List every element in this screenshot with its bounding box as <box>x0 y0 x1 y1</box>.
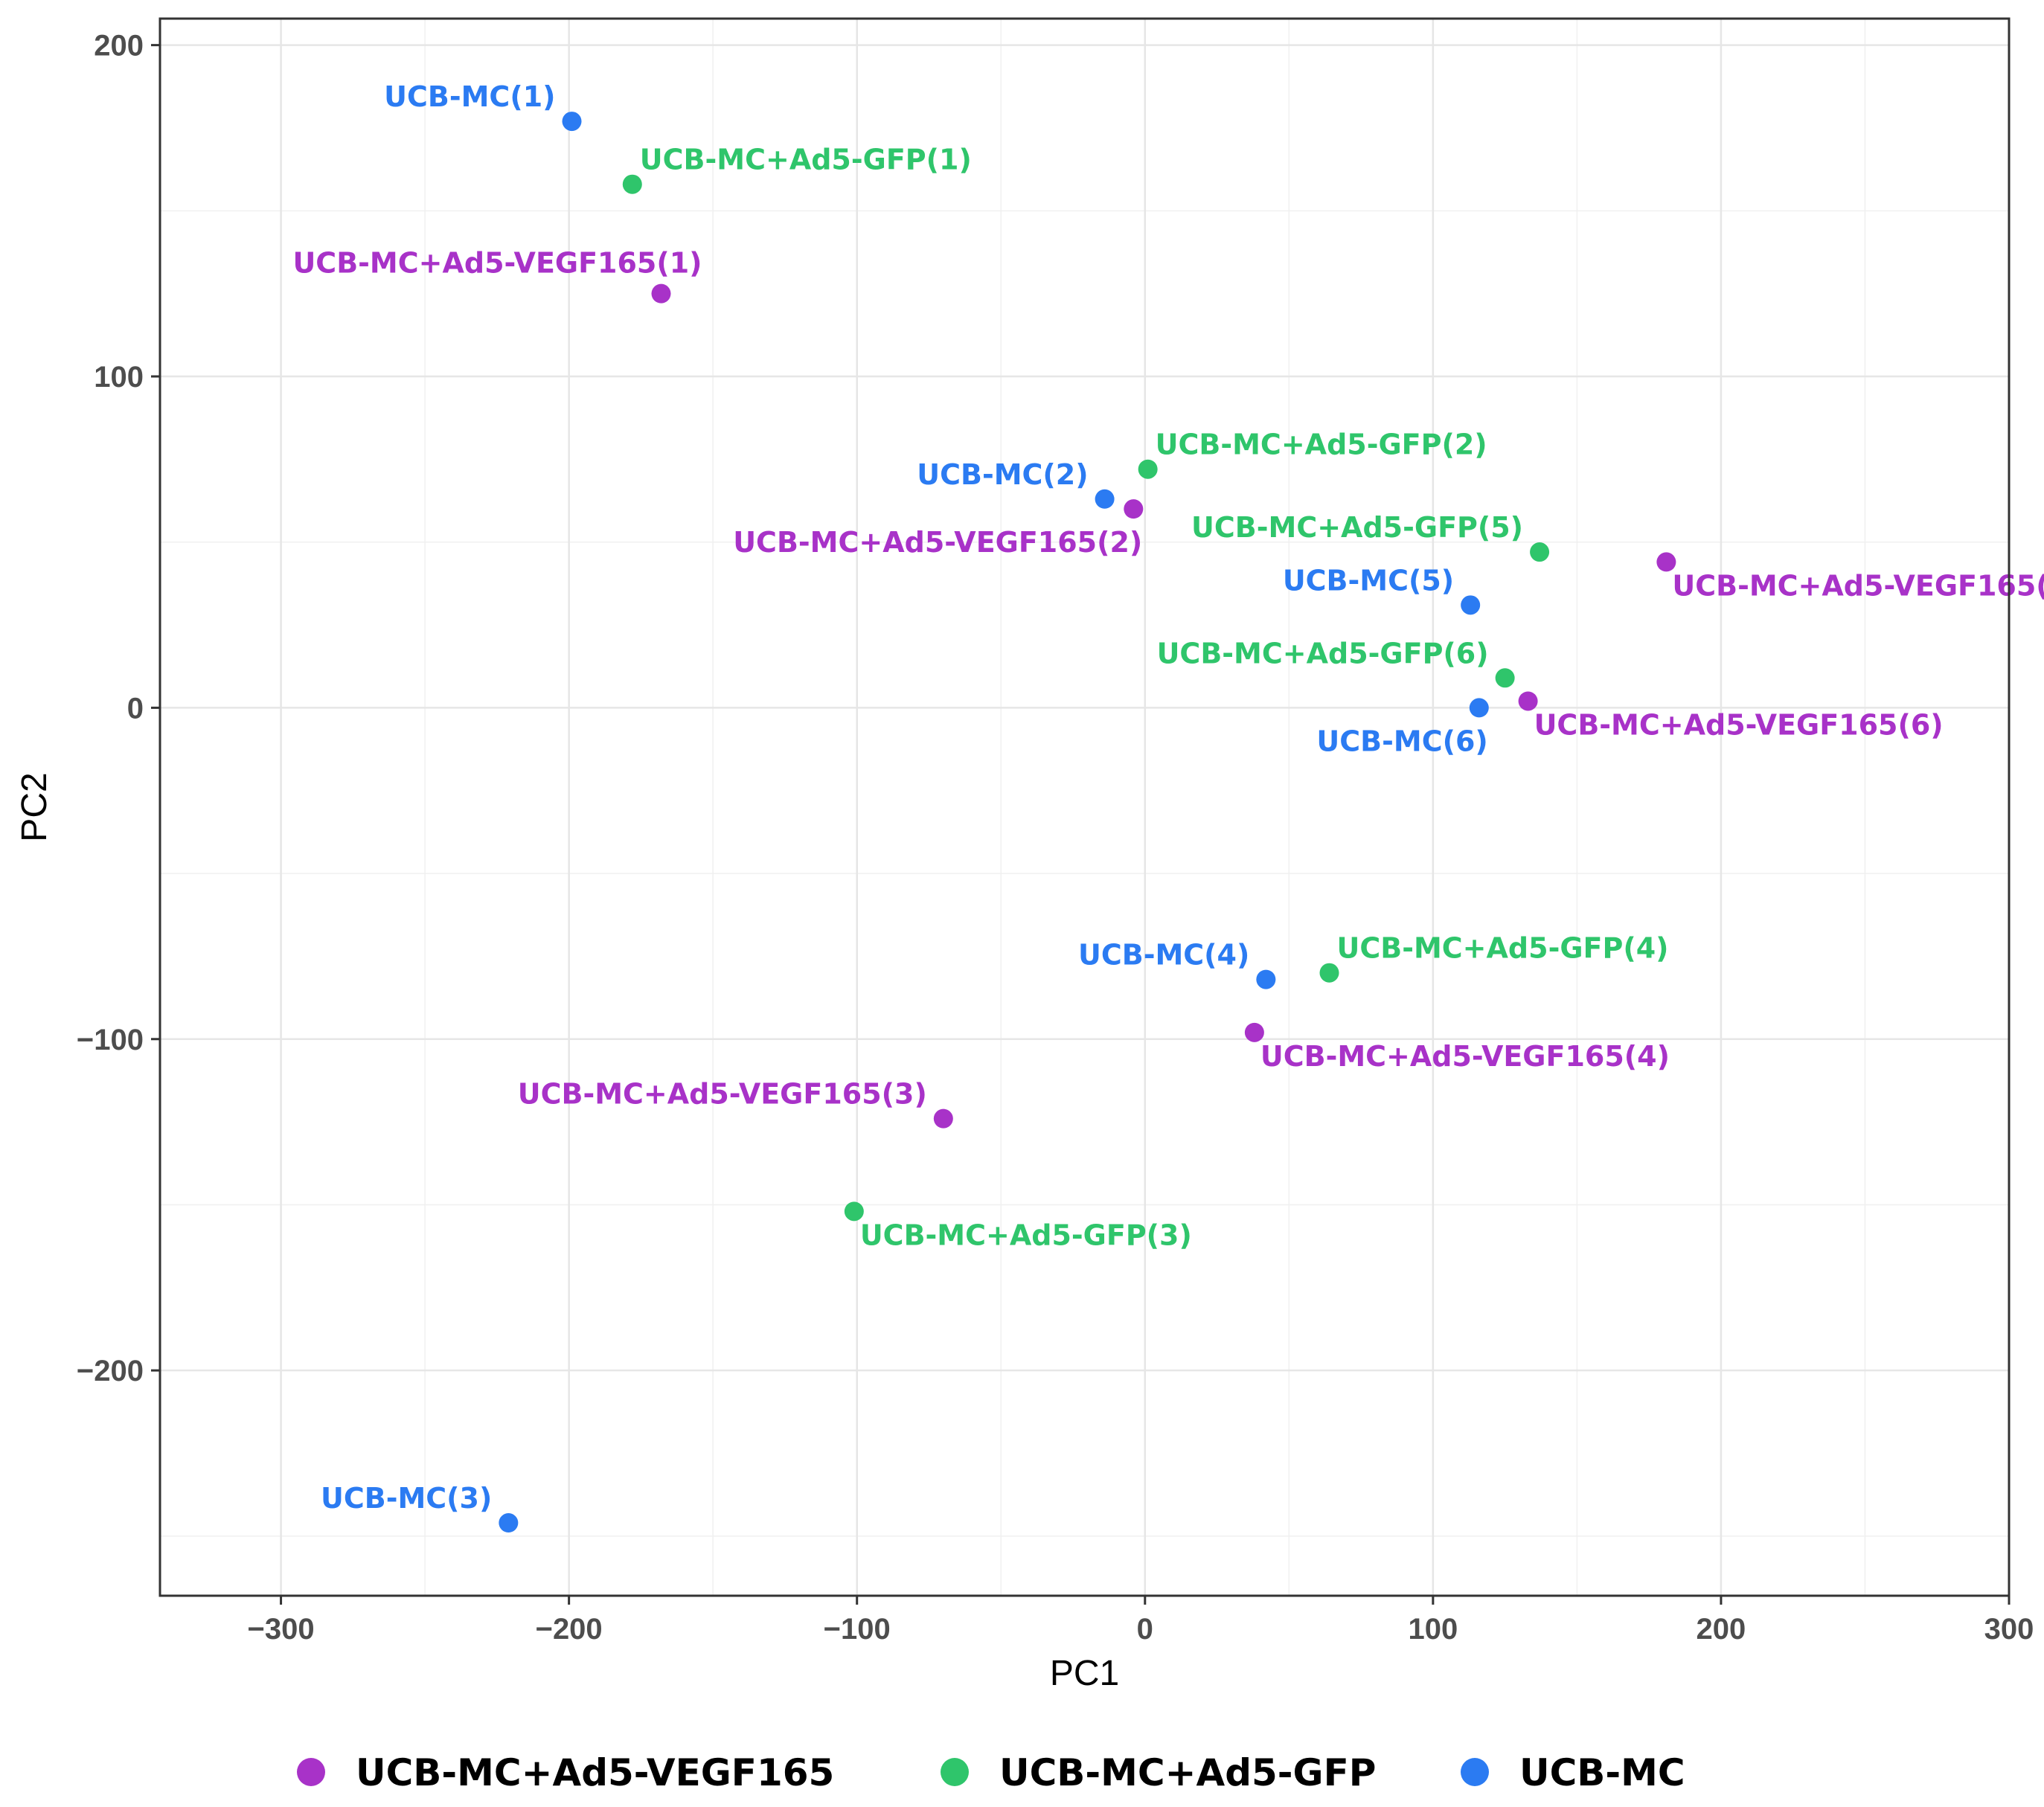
point-label: UCB-MC+Ad5-VEGF165(4) <box>1260 1040 1670 1073</box>
point-label: UCB-MC+Ad5-VEGF165(2) <box>733 526 1142 559</box>
data-point <box>1124 499 1144 519</box>
point-label: UCB-MC+Ad5-GFP(4) <box>1337 932 1669 965</box>
data-point <box>1469 698 1489 718</box>
data-point <box>1461 595 1481 615</box>
point-label: UCB-MC+Ad5-VEGF165(5) <box>1672 569 2044 602</box>
point-label: UCB-MC+Ad5-VEGF165(6) <box>1534 708 1944 741</box>
data-point <box>1518 691 1538 711</box>
x-tick-label: −300 <box>248 1613 315 1646</box>
x-tick-label: 200 <box>1697 1613 1746 1646</box>
data-point <box>499 1513 519 1533</box>
x-tick-label: 300 <box>1984 1613 2034 1646</box>
panel-border <box>158 17 2011 1597</box>
x-tick-label: −200 <box>536 1613 603 1646</box>
data-point <box>1138 459 1158 479</box>
point-labels: UCB-MC+Ad5-VEGF165(1) UCB-MC+Ad5-VEGF165(… <box>292 80 2044 1515</box>
x-tick-label: 0 <box>1137 1613 1153 1646</box>
point-label: UCB-MC+Ad5-VEGF165(3) <box>518 1078 927 1111</box>
legend-swatch <box>941 1758 969 1786</box>
data-point <box>1530 542 1550 562</box>
data-point <box>1656 552 1676 572</box>
point-label: UCB-MC+Ad5-GFP(6) <box>1157 637 1489 670</box>
y-tick-label: 0 <box>127 692 144 725</box>
data-point <box>562 112 582 132</box>
data-point <box>1256 969 1276 989</box>
legend-label: UCB-MC+Ad5-VEGF165 <box>356 1751 834 1794</box>
point-label: UCB-MC(2) <box>917 458 1088 491</box>
point-label: UCB-MC(5) <box>1283 564 1454 597</box>
legend-swatch <box>297 1758 325 1786</box>
point-label: UCB-MC(4) <box>1078 939 1249 972</box>
point-label: UCB-MC(1) <box>384 80 555 113</box>
x-tick-label: 100 <box>1408 1613 1458 1646</box>
y-tick-label: −200 <box>77 1355 144 1387</box>
y-tick-label: −100 <box>77 1024 144 1056</box>
x-axis-title: PC1 <box>1050 1654 1119 1693</box>
axes: −300 −200 −100 0 100 200 300 −200 −100 0 100 200 <box>77 30 2034 1646</box>
data-point <box>622 174 642 194</box>
point-label: UCB-MC+Ad5-GFP(2) <box>1156 429 1487 461</box>
point-label: UCB-MC+Ad5-VEGF165(1) <box>292 247 702 280</box>
legend-swatch <box>1461 1758 1489 1786</box>
legend: UCB-MC+Ad5-VEGF165 UCB-MC+Ad5-GFP UCB-MC <box>297 1751 1685 1794</box>
y-tick-label: 100 <box>94 361 144 394</box>
point-label: UCB-MC+Ad5-GFP(3) <box>860 1219 1192 1251</box>
point-label: UCB-MC+Ad5-GFP(1) <box>640 144 972 176</box>
point-label: UCB-MC(6) <box>1316 725 1487 757</box>
point-label: UCB-MC(3) <box>321 1482 492 1515</box>
data-point <box>1095 489 1115 509</box>
point-label: UCB-MC+Ad5-GFP(5) <box>1191 511 1523 544</box>
data-point <box>1495 668 1515 688</box>
y-axis-title: PC2 <box>15 772 54 841</box>
data-point <box>1319 963 1339 983</box>
y-tick-label: 200 <box>94 30 144 62</box>
legend-label: UCB-MC+Ad5-GFP <box>999 1751 1376 1794</box>
data-point <box>1244 1022 1264 1042</box>
data-point <box>844 1201 864 1222</box>
data-point <box>933 1108 953 1129</box>
data-point <box>651 283 671 304</box>
data-points <box>499 112 1676 1533</box>
x-tick-label: −100 <box>824 1613 891 1646</box>
legend-label: UCB-MC <box>1519 1751 1685 1794</box>
